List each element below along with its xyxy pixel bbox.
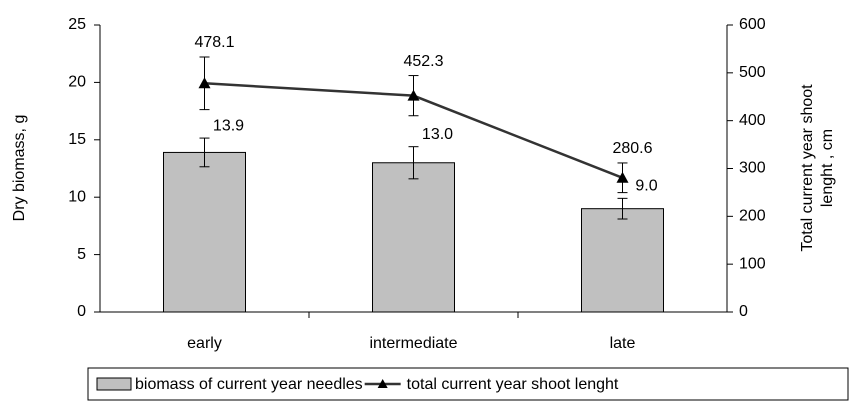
y2-tick-label: 200 — [739, 208, 766, 225]
y2-tick-label: 100 — [739, 255, 766, 272]
y-tick-label: 10 — [68, 188, 86, 205]
y-axis-title: Dry biomass, g — [11, 115, 28, 222]
y-tick-label: 0 — [77, 303, 86, 320]
y-tick-label: 20 — [68, 74, 86, 91]
x-tick-label: late — [610, 335, 636, 352]
value-label: 452.3 — [403, 53, 443, 70]
y-tick-label: 15 — [68, 131, 86, 148]
bar — [372, 162, 455, 313]
legend-marker — [377, 379, 388, 388]
y2-axis-title: Total current year shoot — [799, 84, 816, 252]
error-bar — [408, 75, 419, 117]
error-bar — [617, 162, 628, 194]
error-bar — [408, 146, 419, 180]
legend-label: total current year shoot lenght — [407, 376, 619, 393]
y2-axis-title: lenght , cm — [819, 129, 836, 207]
bar — [581, 208, 664, 313]
y2-tick-label: 500 — [739, 64, 766, 81]
y-tick-label: 5 — [77, 246, 86, 263]
error-bar — [617, 197, 628, 220]
x-tick-label: intermediate — [369, 335, 457, 352]
value-label: 280.6 — [612, 140, 652, 157]
legend-swatch — [96, 377, 132, 391]
y2-tick-label: 400 — [739, 112, 766, 129]
y2-tick-label: 600 — [739, 16, 766, 33]
error-bar — [199, 137, 210, 168]
value-label: 13.0 — [422, 126, 453, 143]
x-tick-label: early — [187, 335, 222, 352]
value-label: 9.0 — [635, 178, 657, 195]
value-label: 478.1 — [194, 34, 234, 51]
y-tick-label: 25 — [68, 16, 86, 33]
bar — [163, 151, 246, 313]
legend-box — [87, 367, 849, 401]
y2-tick-label: 300 — [739, 160, 766, 177]
value-label: 13.9 — [213, 117, 244, 134]
error-bar — [199, 56, 210, 111]
legend-label: biomass of current year needles — [135, 376, 363, 393]
y2-tick-label: 0 — [739, 303, 748, 320]
